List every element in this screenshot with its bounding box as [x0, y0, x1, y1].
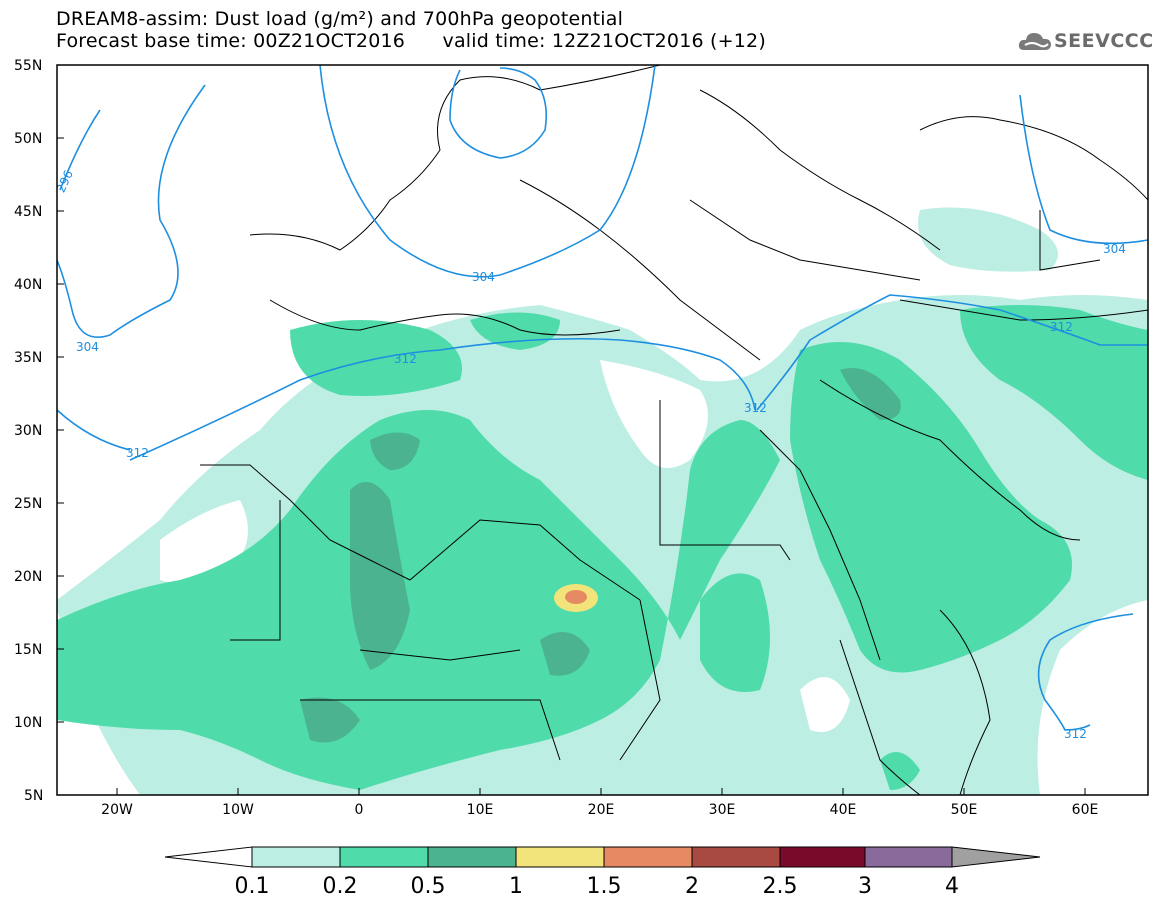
colorbar-label: 2 [685, 874, 699, 899]
lon-label-20w: 20W [101, 802, 133, 818]
map-area: 296 304 304 304 312 312 312 312 312 [57, 65, 1148, 795]
latitude-axis [57, 64, 64, 796]
colorbar-box-4 [515, 846, 605, 868]
colorbar-box-5 [603, 846, 693, 868]
forecast-time-subtitle: Forecast base time: 00Z21OCT2016 valid t… [56, 30, 766, 52]
lon-label-50e: 50E [951, 802, 978, 818]
colorbar-label: 3 [858, 874, 872, 899]
lon-label-60e: 60E [1072, 802, 1099, 818]
logo-text: SEEVCCC [1054, 30, 1154, 52]
lat-label-20n: 20N [14, 569, 42, 585]
lon-label-10w: 10W [222, 802, 254, 818]
contour-label-312-egypt: 312 [744, 401, 767, 415]
dust-layer-0-5 [300, 368, 901, 743]
lat-label-35n: 35N [14, 350, 42, 366]
lon-label-10e: 10E [467, 802, 494, 818]
longitude-axis [116, 788, 1086, 795]
colorbar-label: 0.2 [323, 874, 358, 899]
country-borders [200, 65, 1148, 795]
lat-label-55n: 55N [14, 58, 42, 74]
colorbar-left-arrow [164, 846, 253, 868]
dust-peak [554, 584, 598, 612]
contour-label-312-ocean: 312 [1064, 727, 1087, 741]
geopotential-contours [57, 65, 1148, 731]
contour-label-304-west: 304 [76, 340, 99, 354]
colorbar-box-7 [779, 846, 866, 868]
seevccc-logo: SEEVCCC [1018, 28, 1158, 56]
colorbar-box-6 [691, 846, 781, 868]
colorbar-label: 2.5 [763, 874, 798, 899]
lat-label-25n: 25N [14, 496, 42, 512]
colorbar-box-8 [864, 846, 953, 868]
colorbar-box-3 [427, 846, 517, 868]
colorbar-label: 0.5 [411, 874, 446, 899]
contour-label-304-center: 304 [472, 270, 495, 284]
contour-label-312-iran: 312 [1050, 320, 1073, 334]
lon-label-40e: 40E [830, 802, 857, 818]
lat-label-10n: 10N [14, 715, 42, 731]
lat-label-40n: 40N [14, 277, 42, 293]
colorbar-box-1 [251, 846, 341, 868]
lon-label-30e: 30E [709, 802, 736, 818]
lat-label-5n: 5N [24, 788, 43, 804]
longitude-labels: 20W 10W 0 10E 20E 30E 40E 50E 60E [101, 802, 1098, 818]
lat-label-15n: 15N [14, 642, 42, 658]
colorbar-right-arrow [951, 846, 1041, 868]
contour-label-312-west: 312 [126, 446, 149, 460]
colorbar-label: 4 [945, 874, 959, 899]
colorbar-labels: 0.1 0.2 0.5 1 1.5 2 2.5 3 4 [235, 874, 960, 899]
lon-label-0: 0 [355, 802, 364, 818]
colorbar-label: 0.1 [235, 874, 270, 899]
contour-label-304-east: 304 [1103, 242, 1126, 256]
lat-label-50n: 50N [14, 131, 42, 147]
cloud-logo-icon [1018, 33, 1051, 50]
lat-label-45n: 45N [14, 204, 42, 220]
dust-layer-0-2 [57, 305, 1148, 790]
latitude-labels: 55N 50N 45N 40N 35N 30N 25N 20N 15N 10N … [14, 58, 43, 804]
contour-label-312-africa: 312 [394, 352, 417, 366]
colorbar-label: 1.5 [587, 874, 622, 899]
colorbar-label: 1 [509, 874, 523, 899]
lat-label-30n: 30N [14, 423, 42, 439]
colorbar-box-2 [339, 846, 429, 868]
colorbar [164, 846, 1041, 868]
map-title: DREAM8-assim: Dust load (g/m²) and 700hP… [56, 8, 624, 30]
lon-label-20e: 20E [588, 802, 615, 818]
